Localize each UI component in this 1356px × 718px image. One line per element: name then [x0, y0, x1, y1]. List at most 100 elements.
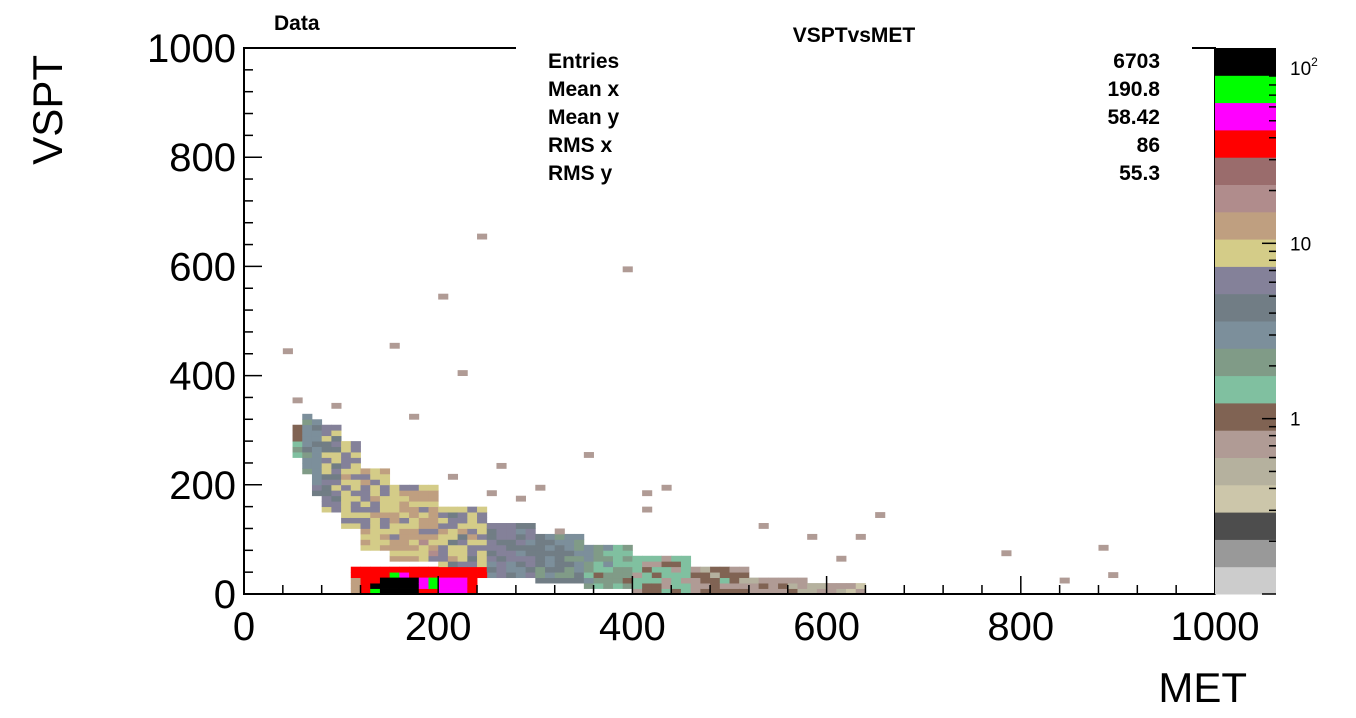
heatmap-bin	[467, 544, 478, 551]
heatmap-bin	[418, 572, 429, 579]
heatmap-bin	[341, 517, 352, 524]
heatmap-bin	[399, 555, 410, 562]
heatmap-bin	[360, 512, 371, 518]
heatmap-bin	[535, 484, 546, 491]
heatmap-bin	[612, 555, 624, 562]
heatmap-bin	[651, 588, 662, 595]
heatmap-bin	[379, 517, 391, 524]
heatmap-bin	[564, 566, 575, 573]
heatmap-bin	[574, 561, 585, 568]
heatmap-bin	[836, 555, 847, 562]
heatmap-bin	[457, 566, 468, 573]
heatmap-bin	[370, 473, 381, 480]
heatmap-bin	[302, 462, 313, 469]
heatmap-bin	[1098, 544, 1109, 551]
heatmap-bin	[331, 484, 342, 491]
heatmap-bin	[467, 533, 478, 540]
heatmap-bin	[525, 539, 536, 546]
heatmap-bin	[379, 588, 391, 595]
heatmap-bin	[360, 533, 371, 540]
heatmap-bin	[719, 588, 730, 595]
heatmap-bin	[855, 583, 866, 589]
heatmap-bin	[418, 528, 429, 535]
heatmap-bin	[331, 435, 342, 442]
heatmap-bin	[729, 577, 740, 584]
heatmap-bin	[671, 588, 682, 595]
heatmap-bin	[486, 550, 497, 557]
heatmap-bin	[574, 544, 585, 551]
heatmap-bin	[428, 533, 439, 540]
heatmap-bin	[632, 583, 643, 589]
heatmap-bin	[564, 572, 575, 579]
heatmap-bin	[486, 539, 497, 546]
heatmap-bin	[389, 555, 400, 562]
heatmap-bin	[622, 577, 633, 584]
heatmap-bin	[292, 452, 303, 458]
heatmap-bin	[486, 572, 497, 579]
heatmap-bin	[486, 533, 497, 540]
stat-value: 58.42	[1107, 106, 1160, 129]
heatmap-bin	[418, 544, 429, 551]
heatmap-bin	[350, 441, 361, 447]
heatmap-bin	[574, 572, 585, 579]
heatmap-bin	[341, 523, 352, 529]
heatmap-bin	[457, 588, 468, 595]
heatmap-bin	[603, 583, 614, 589]
heatmap-bin	[302, 452, 313, 458]
heatmap-bin	[399, 544, 410, 551]
heatmap-bin	[370, 577, 381, 584]
heatmap-bin	[292, 435, 303, 442]
heatmap-bin	[632, 577, 643, 584]
heatmap-bin	[350, 495, 361, 502]
heatmap-bin	[477, 544, 488, 551]
heatmap-bin	[360, 566, 371, 573]
heatmap-bin	[710, 588, 721, 595]
heatmap-bin	[778, 583, 789, 589]
heatmap-bin	[409, 588, 420, 595]
stat-value: 86	[1136, 134, 1160, 157]
y-tick-label: 1000	[147, 27, 236, 71]
heatmap-bin	[350, 523, 361, 529]
heatmap-bin	[603, 566, 614, 573]
x-axis: 0 200 400 600 800 1000	[233, 576, 1259, 649]
heatmap-bin	[739, 583, 750, 589]
stat-name: Mean y	[548, 106, 620, 129]
heatmap-bin	[486, 528, 497, 535]
y-axis-title: VSPT	[24, 55, 71, 165]
heatmap-bin	[311, 473, 323, 480]
heatmap-bin	[331, 402, 342, 409]
heatmap-bin	[632, 588, 643, 595]
heatmap-bin	[729, 583, 740, 589]
heatmap-bin	[311, 430, 323, 437]
heatmap-bin	[612, 577, 624, 584]
heatmap-bin	[389, 583, 400, 589]
heatmap-bin	[690, 588, 701, 595]
heatmap-bin	[350, 583, 361, 589]
heatmap-bin	[379, 577, 391, 584]
heatmap-bin	[389, 495, 400, 502]
palette-swatch	[1215, 75, 1276, 104]
heatmap-bin	[350, 468, 361, 475]
heatmap-bin	[671, 577, 682, 584]
heatmap-bin	[350, 479, 361, 486]
heatmap-bin	[350, 577, 361, 584]
heatmap-bin	[583, 544, 594, 551]
heatmap-bin	[680, 566, 692, 573]
heatmap-bin	[428, 501, 439, 508]
heatmap-bin	[438, 566, 449, 573]
heatmap-bin	[370, 468, 381, 475]
heatmap-bin	[739, 588, 750, 595]
heatmap-bin	[331, 506, 342, 513]
heatmap-bin	[457, 506, 468, 513]
heatmap-bin	[574, 566, 585, 573]
heatmap-bin	[457, 561, 468, 568]
heatmap-bin	[399, 550, 410, 557]
heatmap-bin	[370, 583, 381, 589]
heatmap-bin	[360, 490, 371, 497]
heatmap-bin	[515, 550, 526, 557]
heatmap-bin	[739, 572, 750, 579]
heatmap-bin	[438, 293, 449, 300]
stats-title: VSPTvsMET	[792, 24, 916, 47]
heatmap-bin	[525, 544, 536, 551]
